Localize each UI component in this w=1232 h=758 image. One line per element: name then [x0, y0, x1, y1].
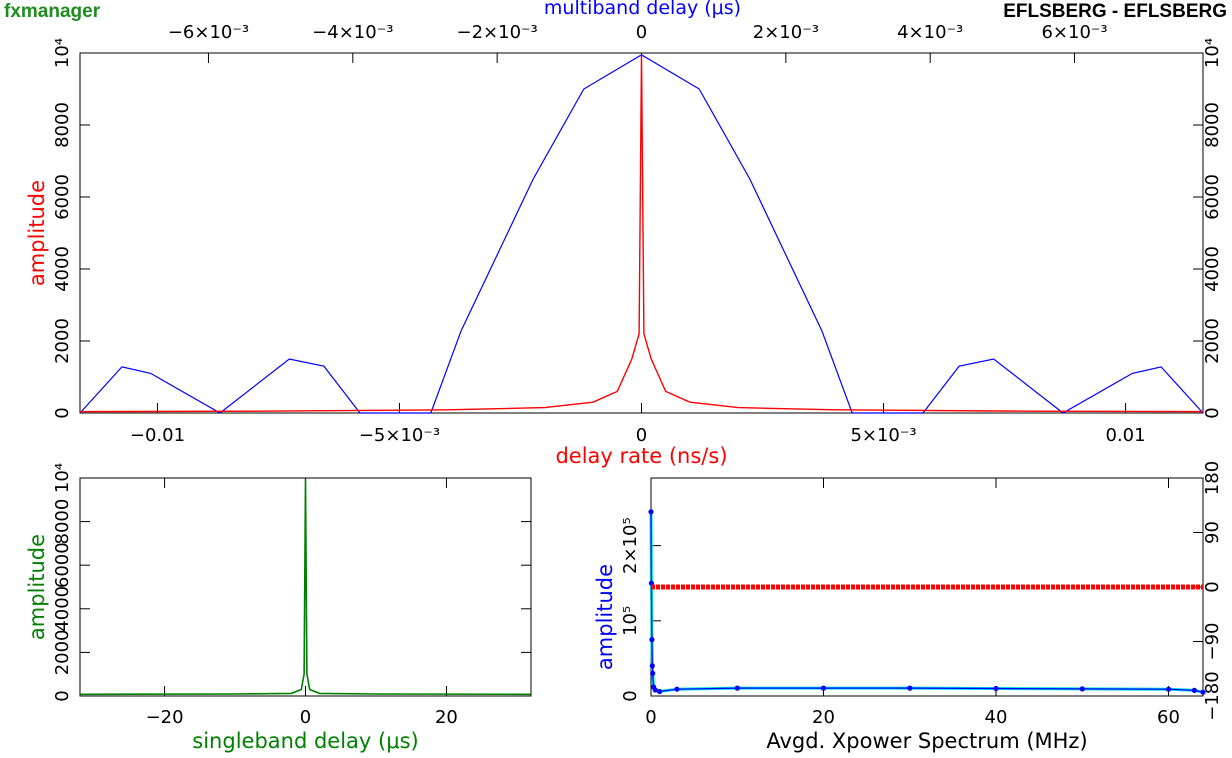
delay-rate-curve	[79, 54, 1204, 413]
xpower-amplitude-point	[650, 670, 656, 677]
panel3-ytick-label: 2×10⁵	[620, 517, 641, 574]
panel1-top-xlabel: multiband delay (μs)	[544, 0, 741, 19]
xpower-amplitude-point	[907, 685, 913, 691]
panel1-xlabel: delay rate (ns/s)	[555, 444, 727, 468]
xpower-amplitude-point	[993, 685, 999, 692]
panel1-xtick-label: 5×10⁻³	[850, 425, 916, 446]
panel1-top-xtick-label: 6×10⁻³	[1041, 22, 1107, 43]
panel3-right-ytick-label: 180	[1202, 461, 1223, 495]
xpower-amplitude-point	[820, 685, 827, 691]
panel1-ytick-label: 8000	[52, 102, 73, 148]
panel2-ytick-label: 6000	[52, 542, 73, 588]
panel3-xlabel: Avgd. Xpower Spectrum (MHz)	[766, 729, 1087, 753]
panel1-ytick-label: 0	[52, 407, 73, 418]
panel2-ylabel: amplitude	[25, 534, 49, 640]
panel1-xtick-label: 0	[636, 425, 647, 446]
xpower-amplitude-point	[649, 663, 655, 669]
panel1-right-ytick-label: 2000	[1202, 318, 1223, 364]
xpower-amplitude-point	[1200, 689, 1206, 695]
panel1-right-ytick-label: 10⁴	[1202, 38, 1223, 68]
xpower-amplitude-point	[1191, 687, 1197, 694]
panel1-right-ytick-label: 8000	[1202, 102, 1223, 148]
panel1-top-xtick-label: 0	[636, 22, 647, 43]
panel2-ytick-label: 8000	[52, 499, 73, 545]
panel2-ytick-label: 4000	[52, 586, 73, 632]
panel1-right-ytick-label: 4000	[1202, 246, 1223, 292]
panel1-top-xtick-label: −6×10⁻³	[168, 22, 249, 43]
panel3-xtick-label: 40	[985, 707, 1008, 728]
panel3-right-ytick-label: 90	[1202, 521, 1223, 544]
panel3-xtick-label: 0	[645, 707, 656, 728]
panel2-ytick-label: 10⁴	[52, 463, 73, 493]
panel3-ytick-label: 0	[620, 690, 641, 701]
panel2-xtick-label: −20	[146, 707, 184, 728]
xpower-amplitude-point	[1165, 686, 1172, 692]
panel1-top-xtick-label: 4×10⁻³	[897, 22, 963, 43]
xpower-amplitude-trace	[650, 511, 1204, 693]
panel1-ytick-label: 4000	[52, 246, 73, 292]
panel2-ytick-label: 2000	[52, 629, 73, 675]
app-title: fxmanager	[4, 1, 101, 22]
panel2-xtick-label: 0	[300, 707, 311, 728]
panel3-ytick-label: 10⁵	[620, 606, 641, 636]
panel1-xtick-label: 0.01	[1106, 425, 1146, 446]
panel1-ylabel: amplitude	[25, 180, 49, 286]
panel2-xtick-label: 20	[435, 707, 458, 728]
panel1-ytick-label: 2000	[52, 318, 73, 364]
singleband-delay-curve	[79, 479, 532, 696]
xpower-amplitude-point	[649, 637, 655, 643]
panel1-right-ytick-label: 6000	[1202, 174, 1223, 220]
panel3-xtick-label: 20	[812, 707, 835, 728]
panel1-right-ytick-label: 0	[1202, 407, 1223, 418]
xpower-amplitude-point	[648, 509, 654, 515]
panel2-ytick-label: 0	[52, 690, 73, 701]
panel3-xtick-label: 60	[1157, 707, 1180, 728]
panel2-xlabel: singleband delay (μs)	[192, 729, 418, 753]
panel3-right-ytick-label: 0	[1202, 581, 1223, 592]
panel1-top-xtick-label: −4×10⁻³	[312, 22, 393, 43]
panel3-right-ytick-label: −90	[1202, 623, 1223, 661]
xpower-amplitude-point	[1079, 686, 1085, 692]
xpower-amplitude-point	[657, 688, 663, 695]
panel1-xtick-label: −5×10⁻³	[359, 425, 440, 446]
xpower-amplitude-point	[734, 685, 740, 691]
panel1-ytick-label: 10⁴	[52, 38, 73, 68]
panel3-right-ytick-label: −180	[1202, 671, 1223, 720]
panel1-top-xtick-label: −2×10⁻³	[457, 22, 538, 43]
panel1-xtick-label: −0.01	[130, 425, 185, 446]
panel1-ytick-label: 6000	[52, 174, 73, 220]
xpower-amplitude-line	[649, 511, 1204, 694]
xpower-amplitude-point	[652, 687, 658, 693]
xpower-amplitude-point	[674, 686, 680, 692]
panel3-ylabel: amplitude	[593, 564, 617, 670]
panel1-top-xtick-label: 2×10⁻³	[753, 22, 819, 43]
baseline-label: EFLSBERG - EFLSBERG	[1003, 1, 1227, 22]
